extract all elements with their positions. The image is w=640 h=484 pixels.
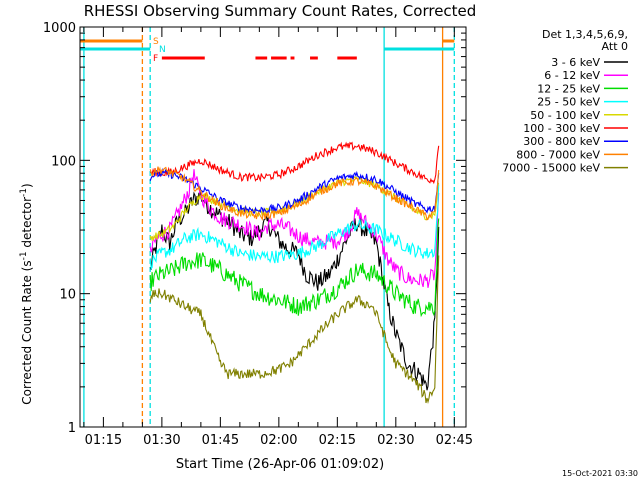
flag-N-label: N [159,45,166,55]
axes: 1 10 100 1000 01:15 01:30 01:45 02:00 02:15 02:30… [43,21,473,448]
legend-header-line-1: Det 1,3,4,5,6,9, [542,28,628,41]
x-tick-label-7: 02:45 [436,433,473,448]
y-tick-label-3: 100 [51,154,76,169]
legend-label-1: 3 - 6 keV [551,56,600,69]
series-12-25keV-line [149,218,440,318]
series-lines [149,141,440,404]
legend-header: Det 1,3,4,5,6,9, Att 0 [542,28,628,53]
plot-frame [79,26,467,428]
x-axis-label: Start Time (26-Apr-06 01:09:02) [176,457,384,472]
series-300-800keV-line [149,167,440,214]
y-tick-label-2: 10 [59,288,76,303]
flag-S-label: S [153,37,159,47]
x-tick-label-3: 01:45 [202,433,239,448]
legend-label-6: 100 - 300 keV [523,122,600,135]
series-7000-15000keV-line [149,255,440,404]
legend-label-3: 12 - 25 keV [537,82,600,95]
y-tick-label-4: 1000 [43,21,76,36]
x-tick-label-2: 01:30 [143,433,180,448]
marker-lines [83,27,455,427]
svg-text:Corrected Count Rate (s-1 dete: Corrected Count Rate (s-1 detector-1) [19,183,34,404]
x-tick-label-6: 02:30 [377,433,414,448]
y-axis-label-sup1: -1 [19,251,29,260]
y-tick-label-1: 1 [68,421,76,436]
chart-title: RHESSI Observing Summary Count Rates, Co… [84,2,477,20]
x-tick-label-4: 02:00 [260,433,297,448]
legend-label-7: 300 - 800 keV [523,135,600,148]
legend-label-9: 7000 - 15000 keV [502,162,600,175]
series-25-50keV-line [149,184,440,271]
timestamp: 15-Oct-2021 03:30 [562,469,638,478]
x-tick-label-1: 01:15 [85,433,122,448]
legend-label-5: 50 - 100 keV [530,109,600,122]
x-tick-label-5: 02:15 [319,433,356,448]
flag-bars: SNF [80,37,455,64]
y-axis-label-mid: detector [20,197,34,252]
y-axis-label-end: ) [20,183,34,188]
y-axis-label-sup2: -1 [19,188,29,197]
series-100-300keV-line [150,141,440,185]
series-3-6keV-line [149,191,440,391]
legend-label-8: 800 - 7000 keV [516,148,600,161]
series-800-7000keV-line [149,166,440,221]
legend-header-line-2: Att 0 [602,40,628,53]
legend-label-2: 6 - 12 keV [544,69,600,82]
flag-F-label: F [153,54,158,64]
legend-label-4: 25 - 50 keV [537,96,600,109]
y-axis-label: Corrected Count Rate (s-1 detector-1) [19,183,34,404]
y-axis-label-main: Corrected Count Rate (s [20,260,34,404]
series-6-12keV-line [149,169,440,288]
